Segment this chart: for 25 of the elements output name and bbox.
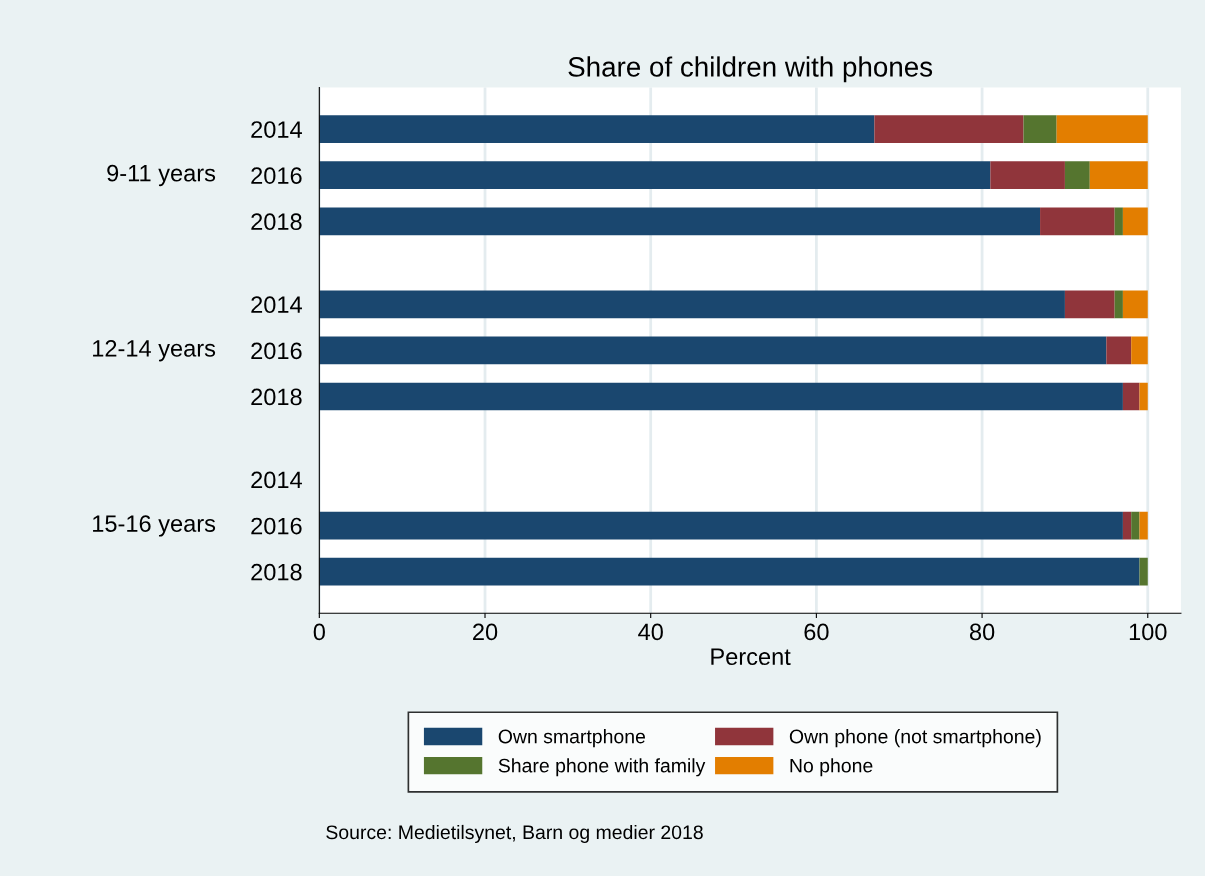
text: 12-14 years bbox=[93, 340, 216, 362]
y-tick-label: 2016 bbox=[251, 342, 302, 360]
x-tick-label: 60 bbox=[804, 623, 829, 641]
y-tick-label: 2018 bbox=[251, 563, 302, 581]
x-tick-label: 40 bbox=[638, 623, 663, 641]
chart-title: Share of children with phones bbox=[568, 56, 933, 83]
y-tick-label: 2014 bbox=[251, 471, 302, 489]
x-tick-label: 80 bbox=[969, 623, 995, 641]
legend-label: No phone bbox=[790, 758, 873, 777]
y-tick-label: 2016 bbox=[251, 167, 302, 184]
text: 15-16 years bbox=[93, 515, 216, 537]
y-tick-label: 2016 bbox=[251, 517, 302, 535]
source-note: Source: Medietilsynet, Barn og medier 2018 bbox=[326, 824, 703, 844]
x-axis-title: Percent bbox=[711, 648, 791, 666]
legend-label: Share phone with family bbox=[498, 758, 706, 777]
x-tick-label: 100 bbox=[1129, 623, 1167, 641]
x-tick-label: 20 bbox=[473, 623, 498, 641]
legend-label: Own phone (not smartphone) bbox=[789, 729, 1041, 748]
y-tick-label: 2014 bbox=[251, 121, 302, 138]
text: 9-11 years bbox=[107, 164, 216, 187]
x-tick-label: 0 bbox=[313, 623, 325, 641]
y-tick-label: 2018 bbox=[251, 388, 302, 406]
legend-label: Own smartphone bbox=[498, 729, 646, 748]
y-tick-label: 2018 bbox=[251, 213, 302, 231]
y-tick-label: 2014 bbox=[251, 296, 302, 314]
